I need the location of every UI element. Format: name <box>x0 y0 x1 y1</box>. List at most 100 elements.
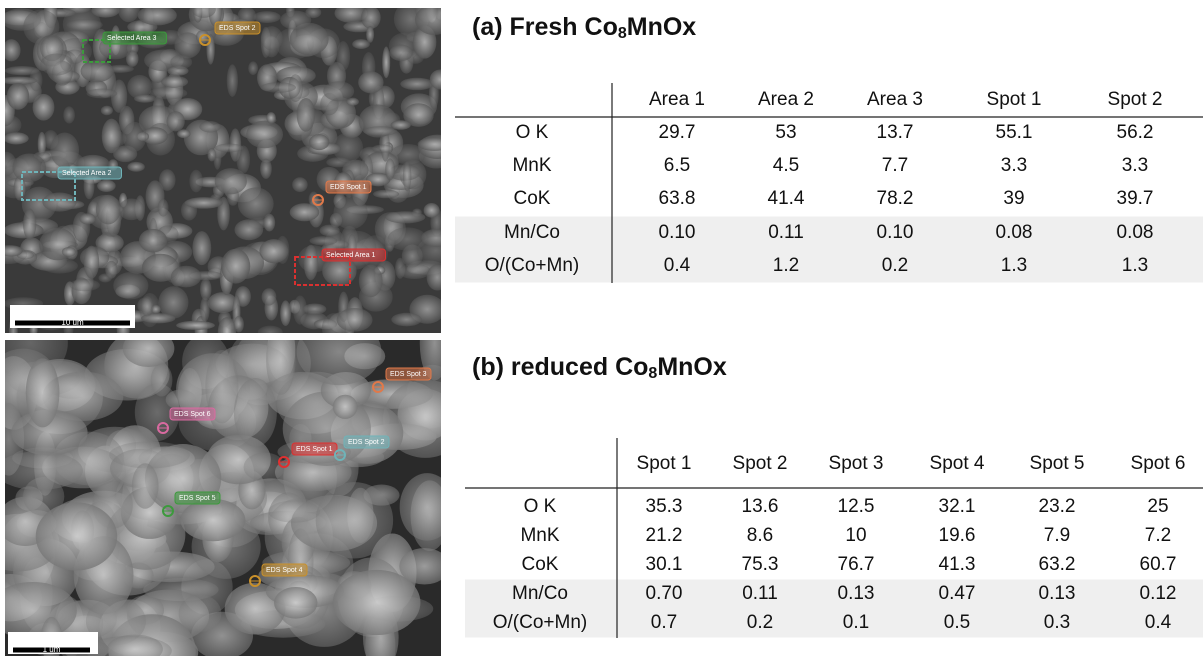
texture <box>280 300 291 327</box>
texture <box>200 278 212 301</box>
texture <box>170 265 202 288</box>
column-header: Spot 1 <box>987 89 1042 110</box>
table-cell: 7.9 <box>1044 525 1070 546</box>
texture <box>199 121 221 133</box>
texture <box>259 239 289 264</box>
texture <box>417 137 441 151</box>
row-header: Mn/Co <box>504 222 560 243</box>
texture <box>42 192 77 212</box>
texture <box>261 288 277 306</box>
annotation-label: EDS Spot 4 <box>266 567 303 574</box>
texture <box>113 271 149 300</box>
table-cell: 55.1 <box>996 122 1033 143</box>
table-cell: 0.10 <box>877 222 914 243</box>
texture <box>6 82 30 110</box>
texture <box>137 8 177 26</box>
texture <box>215 143 244 153</box>
scale-bar-label: 1 um <box>43 645 61 654</box>
table-cell: 1.3 <box>1122 255 1148 276</box>
table-cell: 0.13 <box>1039 583 1076 604</box>
texture <box>80 60 114 83</box>
column-header: Spot 5 <box>1030 453 1085 474</box>
table-cell: 0.1 <box>843 612 869 633</box>
texture <box>292 177 308 193</box>
texture <box>385 158 395 181</box>
texture <box>323 81 355 102</box>
texture <box>260 26 283 51</box>
texture <box>131 463 159 509</box>
table-cell: 30.1 <box>646 554 683 575</box>
row-shade <box>455 216 1203 283</box>
texture <box>319 224 340 237</box>
texture <box>5 132 29 145</box>
texture <box>40 53 74 76</box>
table-cell: 0.2 <box>747 612 773 633</box>
annotation-label: EDS Spot 6 <box>174 411 211 418</box>
texture <box>363 126 398 136</box>
texture <box>95 194 121 225</box>
texture <box>141 296 154 317</box>
texture <box>83 245 100 279</box>
title-subscript: 8 <box>648 365 657 382</box>
table-cell: 29.7 <box>659 122 696 143</box>
texture <box>110 79 128 113</box>
texture <box>5 451 83 490</box>
texture <box>106 634 163 656</box>
texture <box>50 132 80 168</box>
table-cell: 78.2 <box>877 188 914 209</box>
texture <box>332 569 421 636</box>
texture <box>217 317 237 333</box>
texture <box>214 168 247 195</box>
row-header: O K <box>516 122 549 143</box>
texture <box>42 371 124 421</box>
texture <box>141 253 180 282</box>
texture <box>207 292 238 313</box>
texture <box>426 264 441 291</box>
texture <box>166 111 185 132</box>
texture <box>118 198 145 221</box>
table-cell: 13.7 <box>877 122 914 143</box>
column-header: Spot 4 <box>930 453 985 474</box>
texture <box>246 120 284 149</box>
table-cell: 35.3 <box>646 496 683 517</box>
texture <box>387 227 428 251</box>
texture <box>332 394 358 419</box>
texture <box>174 32 201 59</box>
scale-bar-label: 10 um <box>61 318 84 327</box>
texture <box>289 203 320 222</box>
texture <box>134 94 156 103</box>
table-cell: 63.2 <box>1039 554 1076 575</box>
table-title: (a) Fresh Co8MnOx <box>472 13 696 43</box>
row-header: MnK <box>520 525 559 546</box>
texture <box>141 127 168 145</box>
column-header: Spot 1 <box>637 453 692 474</box>
table-cell: 7.2 <box>1145 525 1171 546</box>
table-cell: 39.7 <box>1117 188 1154 209</box>
texture <box>336 41 351 72</box>
texture <box>365 172 391 187</box>
texture <box>32 93 55 121</box>
texture <box>86 88 118 99</box>
texture <box>390 120 411 130</box>
table-cell: 3.3 <box>1001 155 1027 176</box>
texture <box>334 8 368 23</box>
table-cell: 60.7 <box>1140 554 1177 575</box>
texture <box>248 61 259 76</box>
annotation-label: EDS Spot 5 <box>179 495 216 502</box>
texture <box>206 34 215 65</box>
column-header: Area 2 <box>758 89 814 110</box>
table-cell: 39 <box>1003 188 1024 209</box>
table-cell: 56.2 <box>1117 122 1154 143</box>
annotation-label: EDS Spot 3 <box>390 371 427 378</box>
texture <box>421 228 441 247</box>
texture <box>332 132 363 163</box>
texture <box>226 64 238 97</box>
texture <box>366 25 375 43</box>
texture <box>429 69 441 90</box>
texture <box>346 97 359 106</box>
texture <box>85 597 146 646</box>
row-header: O/(Co+Mn) <box>493 612 588 633</box>
table-cell: 25 <box>1147 496 1168 517</box>
texture <box>400 77 434 91</box>
texture <box>382 46 391 79</box>
